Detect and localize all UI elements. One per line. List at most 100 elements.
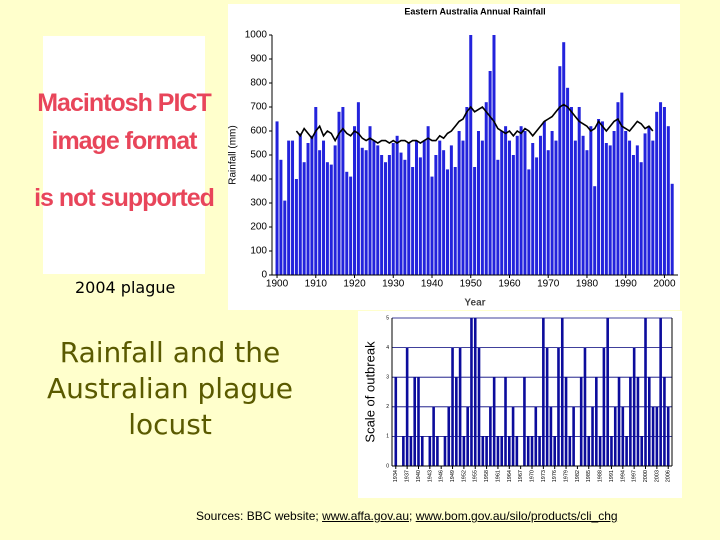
chart-panel [358,311,682,498]
bar [655,111,659,275]
bar [600,121,604,276]
bar [443,436,447,466]
y-tick-label: 0 [261,270,267,281]
bar [640,436,644,466]
y-tick-label: 700 [250,102,267,113]
bar [507,140,511,275]
x-tick-label: 1970 [537,279,560,290]
bar [613,406,617,466]
bar [403,159,407,275]
bar [409,436,413,466]
bar [632,347,636,466]
bar [598,436,602,466]
bar [554,140,558,275]
bar [283,200,287,275]
bar [453,167,457,275]
y-tick-label: 2 [386,404,389,410]
bar [310,135,314,275]
bar [314,107,318,275]
x-tick-label: 1940 [416,470,422,482]
x-tick-label: 1980 [576,279,599,290]
bar [356,102,360,275]
bar [577,107,581,275]
bar [569,107,573,275]
bar [360,147,364,275]
bar [616,102,620,275]
chart-title: Eastern Australia Annual Rainfall [404,6,545,16]
line [295,103,654,144]
bar [395,135,399,275]
bar [581,135,585,275]
bar [620,92,624,275]
x-tick-label: 1946 [439,470,445,482]
bar [462,436,466,466]
bar [477,347,481,466]
bar [538,135,542,275]
y-tick-label: 300 [250,198,267,209]
x-tick-label: 2003 [654,470,660,482]
bar [644,318,647,466]
separator: ; [409,509,413,523]
bar [500,436,504,466]
bar [492,377,496,466]
bar [558,66,562,275]
bar [384,162,388,275]
bar [530,436,534,466]
bar [511,155,515,275]
bar [545,347,549,466]
bar [422,140,426,275]
x-tick-label: 1934 [393,470,399,482]
bar [484,102,488,275]
source-link[interactable]: www.affa.gov.au [322,509,410,523]
bar [504,126,508,275]
bar [413,377,417,466]
bar [399,152,403,275]
bar [526,436,530,466]
bar [523,131,527,275]
bar [387,155,391,275]
y-tick-label: 1 [386,434,389,440]
bar [666,406,670,466]
bar [659,318,662,466]
bar [445,169,449,275]
y-tick-label: 5 [386,315,389,321]
bar [279,159,283,275]
bar [451,347,454,466]
bar [595,377,598,466]
image-placeholder [43,36,205,274]
bar [550,131,554,275]
bar [538,436,541,466]
bar [447,406,451,466]
bar [428,436,432,466]
bar [426,126,430,275]
x-tick-label: 2000 [653,279,676,290]
x-tick-label: 1964 [507,470,513,482]
bar [391,143,395,275]
bar [418,157,422,275]
bar [542,121,546,276]
bar [496,159,500,275]
bar [573,140,577,275]
bar [341,107,345,275]
x-axis-label: Year [464,298,485,309]
x-tick-label: 1982 [575,470,581,482]
bar [666,126,670,275]
y-tick-label: 500 [250,150,267,161]
source-link[interactable]: www.bom.gov.au/silo/products/cli_chg [415,509,618,523]
bar [469,35,473,275]
bar [442,150,446,275]
bar [394,377,398,466]
slide-title: Rainfall and the Australian plague locus… [47,336,293,441]
bar [546,150,550,275]
bar [432,406,435,466]
bar [636,377,640,466]
bar [534,406,538,466]
bar [318,150,322,275]
bar [349,176,353,275]
x-tick-label: 1967 [518,470,524,482]
y-tick-label: 100 [250,246,267,257]
bar [562,42,566,276]
x-tick-label: 1970 [529,470,535,482]
bar [612,131,616,275]
